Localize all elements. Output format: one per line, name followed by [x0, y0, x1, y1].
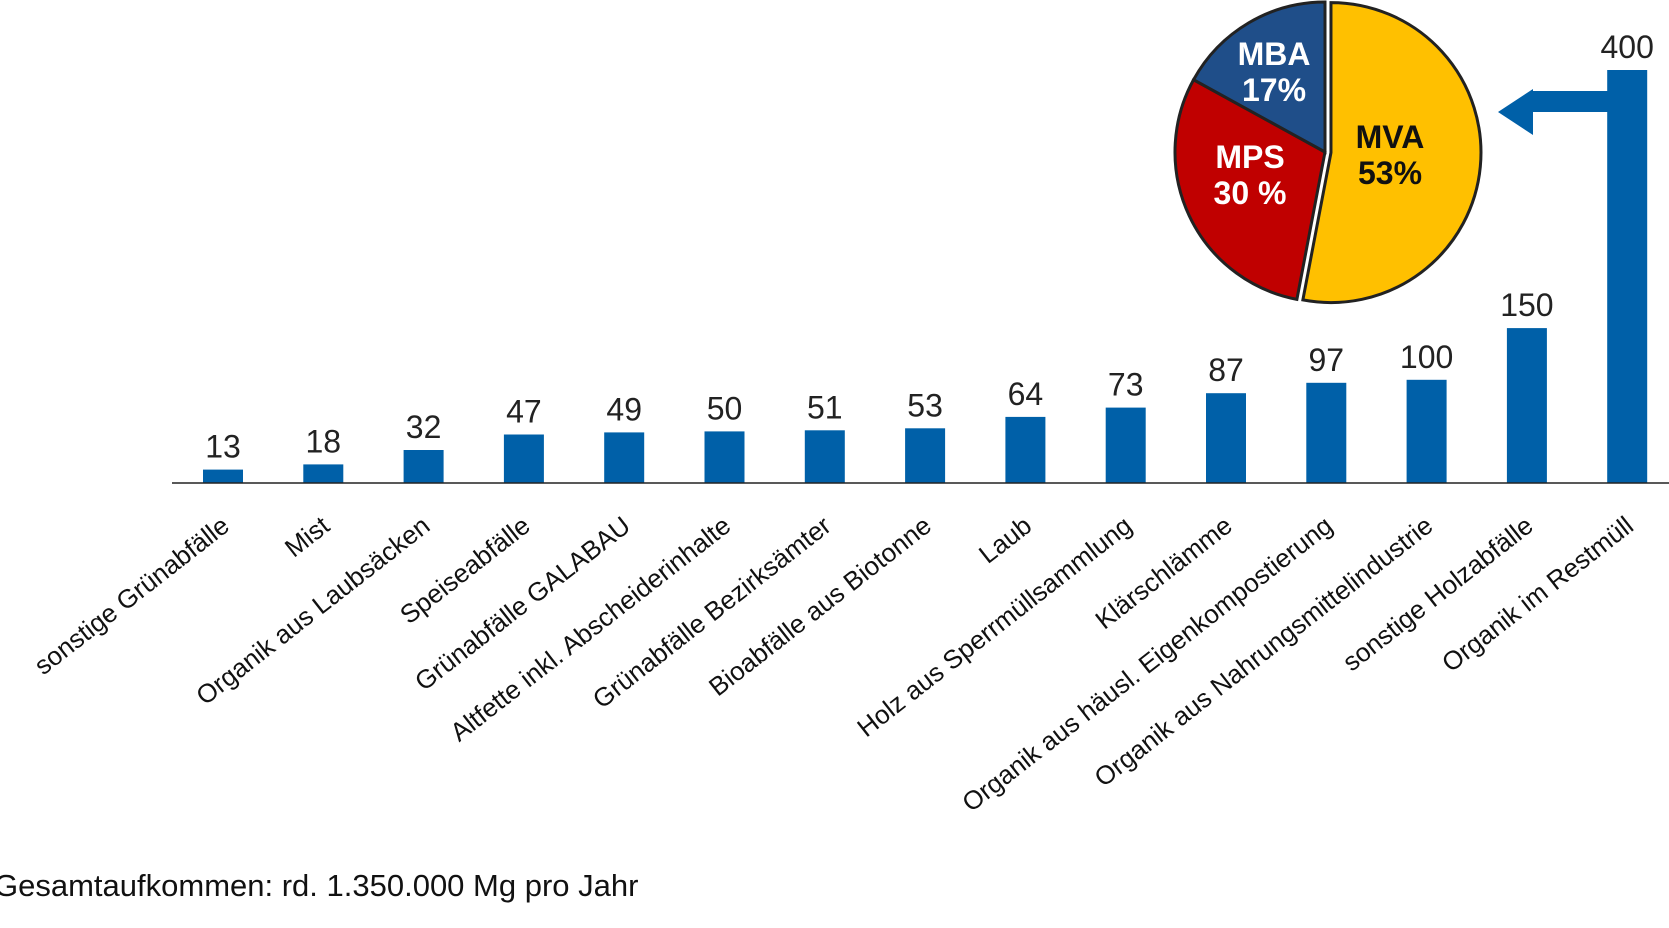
bar-2	[403, 450, 444, 483]
value-label-0: 13	[205, 429, 241, 465]
bar-8	[1005, 416, 1046, 483]
value-label-5: 50	[707, 390, 743, 426]
pie-slice-mva	[1301, 1, 1483, 305]
value-label-3: 47	[506, 394, 542, 430]
bar-13	[1506, 328, 1547, 483]
pie-label-mba: MBA	[1238, 36, 1311, 72]
bar-9	[1105, 407, 1146, 483]
category-label-0: sonstige Grünabfälle	[28, 510, 234, 680]
value-label-13: 150	[1500, 287, 1553, 323]
category-label-14: Organik im Restmüll	[1436, 510, 1639, 678]
value-label-7: 53	[907, 387, 943, 423]
value-label-12: 100	[1400, 339, 1453, 375]
bar-4	[604, 432, 645, 483]
bar-5	[704, 431, 745, 483]
value-label-1: 18	[306, 423, 342, 459]
value-label-9: 73	[1108, 367, 1144, 403]
bar-10	[1206, 393, 1246, 483]
value-label-10: 87	[1208, 352, 1244, 388]
value-label-11: 97	[1309, 342, 1345, 378]
footnote: Gesamtaufkommen: rd. 1.350.000 Mg pro Ja…	[0, 868, 639, 903]
value-label-14: 400	[1601, 29, 1654, 65]
bar-1	[303, 464, 344, 483]
bar-11	[1306, 382, 1347, 483]
value-label-2: 32	[406, 409, 442, 445]
value-label-8: 64	[1008, 376, 1044, 412]
bar-0	[203, 469, 243, 483]
pie-slice-mps	[1173, 77, 1327, 302]
bar-6	[804, 430, 845, 483]
bar-7	[905, 428, 946, 483]
bar-12	[1406, 379, 1447, 484]
pie-label-mva: MVA	[1356, 119, 1425, 155]
arrow-to-pie	[1498, 89, 1608, 135]
value-label-4: 49	[606, 391, 642, 427]
pie-pct-mba: 17%	[1242, 72, 1306, 108]
category-label-1: Mist	[279, 510, 336, 563]
bar-14	[1607, 70, 1648, 483]
bar-3	[503, 434, 544, 483]
bar-series: 13 18 32 47 49 50 51 53 64 73 87 97 100 150 400	[203, 29, 1654, 484]
pie-label-mps: MPS	[1215, 139, 1284, 175]
value-label-6: 51	[807, 389, 843, 425]
category-label-8: Laub	[973, 510, 1037, 569]
pie-slice-mba	[1191, 0, 1327, 155]
pie-pct-mps: 30 %	[1214, 175, 1287, 211]
category-label-11: Organik aus häusl. Eigenkompostierung	[956, 510, 1338, 817]
pie-pct-mva: 53%	[1358, 155, 1422, 191]
